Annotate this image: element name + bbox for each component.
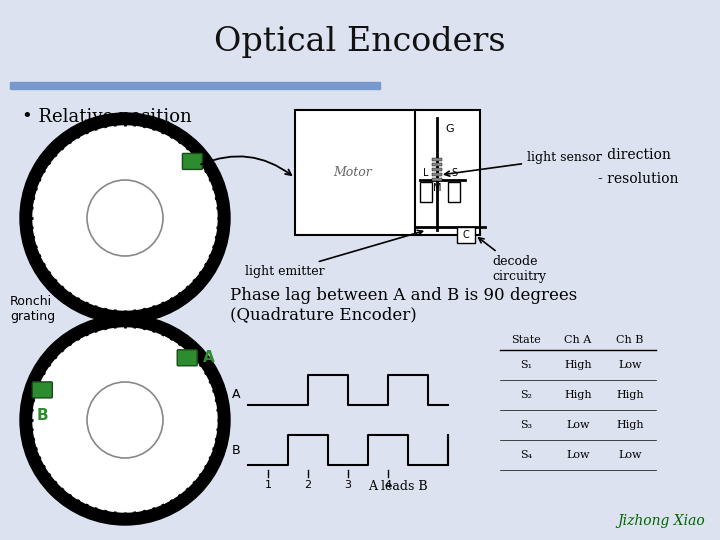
Text: M: M — [433, 183, 441, 193]
Circle shape — [87, 180, 163, 256]
Circle shape — [20, 315, 230, 525]
FancyBboxPatch shape — [182, 153, 202, 170]
Text: Ch A: Ch A — [564, 335, 592, 345]
Text: 3: 3 — [344, 480, 351, 490]
Text: Jizhong Xiao: Jizhong Xiao — [617, 514, 705, 528]
Circle shape — [20, 113, 230, 323]
Text: Low: Low — [566, 450, 590, 460]
Text: S₂: S₂ — [520, 390, 532, 400]
Text: S₃: S₃ — [520, 420, 532, 430]
Text: Low: Low — [566, 420, 590, 430]
Text: - resolution: - resolution — [598, 172, 678, 186]
Text: Phase lag between A and B is 90 degrees
(Quadrature Encoder): Phase lag between A and B is 90 degrees … — [230, 287, 577, 323]
Text: Ch B: Ch B — [616, 335, 644, 345]
Text: B: B — [37, 408, 48, 423]
Text: Optical Encoders: Optical Encoders — [214, 26, 506, 58]
Text: grating: grating — [10, 310, 55, 323]
Text: C: C — [463, 230, 469, 240]
Bar — [295, 110, 480, 235]
Text: High: High — [616, 420, 644, 430]
Text: 4: 4 — [384, 480, 392, 490]
Circle shape — [33, 126, 217, 310]
Text: High: High — [564, 390, 592, 400]
Text: 2: 2 — [305, 480, 312, 490]
Bar — [457, 227, 475, 243]
Text: decode
circuitry: decode circuitry — [479, 238, 546, 283]
Text: A: A — [203, 350, 215, 365]
Text: 1: 1 — [264, 480, 271, 490]
Bar — [10, 82, 380, 89]
Text: S₄: S₄ — [520, 450, 532, 460]
Text: High: High — [564, 360, 592, 370]
Text: Low: Low — [618, 450, 642, 460]
Text: • Relative position: • Relative position — [22, 108, 192, 126]
Text: L: L — [423, 168, 428, 178]
FancyBboxPatch shape — [177, 350, 197, 366]
Text: S: S — [451, 168, 457, 178]
Bar — [448, 182, 460, 202]
Text: Motor: Motor — [333, 165, 372, 179]
Text: A leads B: A leads B — [368, 480, 428, 493]
FancyBboxPatch shape — [32, 382, 53, 398]
Bar — [432, 158, 442, 161]
Circle shape — [87, 382, 163, 458]
Text: Ronchi: Ronchi — [10, 295, 52, 308]
Bar — [432, 168, 442, 171]
Text: light sensor: light sensor — [444, 152, 602, 176]
Bar — [420, 182, 432, 202]
Circle shape — [33, 328, 217, 512]
Text: A: A — [232, 388, 240, 402]
Bar — [432, 173, 442, 176]
Bar — [432, 163, 442, 166]
Text: High: High — [616, 390, 644, 400]
Text: G: G — [445, 124, 454, 134]
Text: B: B — [231, 443, 240, 456]
Text: State: State — [511, 335, 541, 345]
Text: light emitter: light emitter — [245, 230, 423, 278]
Text: S₁: S₁ — [520, 360, 532, 370]
Text: Low: Low — [618, 360, 642, 370]
Text: - direction: - direction — [598, 148, 671, 162]
Bar — [432, 178, 442, 181]
